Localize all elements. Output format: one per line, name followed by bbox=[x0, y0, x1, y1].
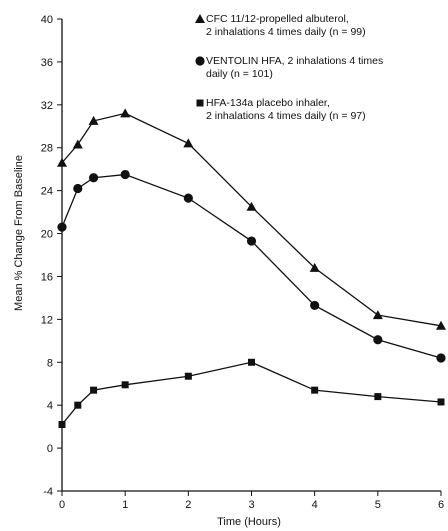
data-point-square bbox=[121, 381, 129, 389]
x-tick-label: 4 bbox=[312, 499, 318, 511]
legend-marker-square bbox=[196, 99, 204, 107]
y-tick-label: 4 bbox=[47, 400, 53, 412]
y-tick-label: 40 bbox=[41, 14, 53, 26]
data-point-square bbox=[248, 358, 255, 366]
y-tick-label: 12 bbox=[41, 314, 53, 326]
data-point-square bbox=[374, 393, 382, 401]
x-axis-title: Time (Hours) bbox=[217, 516, 281, 528]
data-point-circle bbox=[183, 193, 193, 203]
x-tick-label: 6 bbox=[438, 499, 444, 511]
data-point-triangle bbox=[372, 310, 383, 320]
data-point-circle bbox=[373, 335, 383, 345]
data-point-circle bbox=[120, 169, 130, 180]
legend-label: HFA-134a placebo inhaler, bbox=[206, 97, 330, 109]
y-tick-label: 36 bbox=[41, 57, 53, 69]
data-point-circle bbox=[57, 222, 67, 232]
x-tick-label: 2 bbox=[185, 499, 191, 511]
data-point-square bbox=[437, 398, 445, 406]
y-axis-ticks: -4 0 4 8 12 16 20 24 28 32 36 40 bbox=[41, 14, 62, 498]
series-line-square bbox=[61, 361, 442, 425]
data-point-triangle bbox=[57, 157, 67, 167]
data-point-square bbox=[74, 401, 82, 409]
y-axis-title: Mean % Change From Baseline bbox=[13, 155, 25, 311]
series-lines bbox=[61, 112, 442, 425]
legend-marker-circle bbox=[195, 56, 205, 66]
data-point-triangle bbox=[436, 320, 446, 330]
y-tick-label: 32 bbox=[41, 100, 53, 112]
axes bbox=[61, 19, 441, 492]
data-point-square bbox=[184, 372, 192, 380]
data-point-triangle bbox=[183, 138, 194, 148]
y-tick-label: 20 bbox=[41, 229, 53, 241]
data-point-triangle bbox=[246, 201, 257, 211]
legend-label: VENTOLIN HFA, 2 inhalations 4 times bbox=[206, 55, 383, 67]
legend-marker-triangle bbox=[195, 14, 205, 23]
legend-label: 2 inhalations 4 times daily (n = 97) bbox=[206, 110, 366, 122]
y-tick-label: 24 bbox=[41, 186, 53, 198]
data-point-circle bbox=[436, 353, 446, 363]
series-markers bbox=[57, 108, 446, 428]
data-point-circle bbox=[246, 236, 257, 246]
x-axis-ticks: 0 1 2 3 4 5 6 bbox=[59, 491, 444, 511]
data-point-circle bbox=[88, 173, 99, 183]
x-tick-label: 3 bbox=[248, 499, 254, 511]
y-tick-label: 0 bbox=[47, 443, 53, 455]
data-point-triangle bbox=[120, 108, 131, 118]
data-point-circle bbox=[310, 300, 320, 311]
y-tick-label: 28 bbox=[41, 143, 53, 155]
legend: CFC 11/12-propelled albuterol,2 inhalati… bbox=[195, 13, 383, 122]
legend-label: CFC 11/12-propelled albuterol, bbox=[206, 13, 349, 25]
data-point-circle bbox=[73, 183, 83, 194]
data-point-square bbox=[58, 420, 66, 428]
x-tick-label: 1 bbox=[122, 499, 128, 511]
y-tick-label: 16 bbox=[41, 271, 53, 283]
y-tick-label: -4 bbox=[43, 486, 53, 498]
data-point-square bbox=[311, 386, 319, 394]
x-tick-label: 0 bbox=[59, 499, 65, 511]
data-point-triangle bbox=[88, 115, 99, 125]
data-point-triangle bbox=[72, 139, 83, 149]
series-line-triangle bbox=[61, 112, 442, 327]
y-tick-label: 8 bbox=[47, 357, 53, 369]
x-tick-label: 5 bbox=[375, 499, 381, 511]
data-point-triangle bbox=[309, 262, 320, 272]
data-point-square bbox=[90, 386, 98, 394]
legend-label: 2 inhalations 4 times daily (n = 99) bbox=[206, 26, 366, 38]
legend-label: daily (n = 101) bbox=[206, 68, 273, 80]
